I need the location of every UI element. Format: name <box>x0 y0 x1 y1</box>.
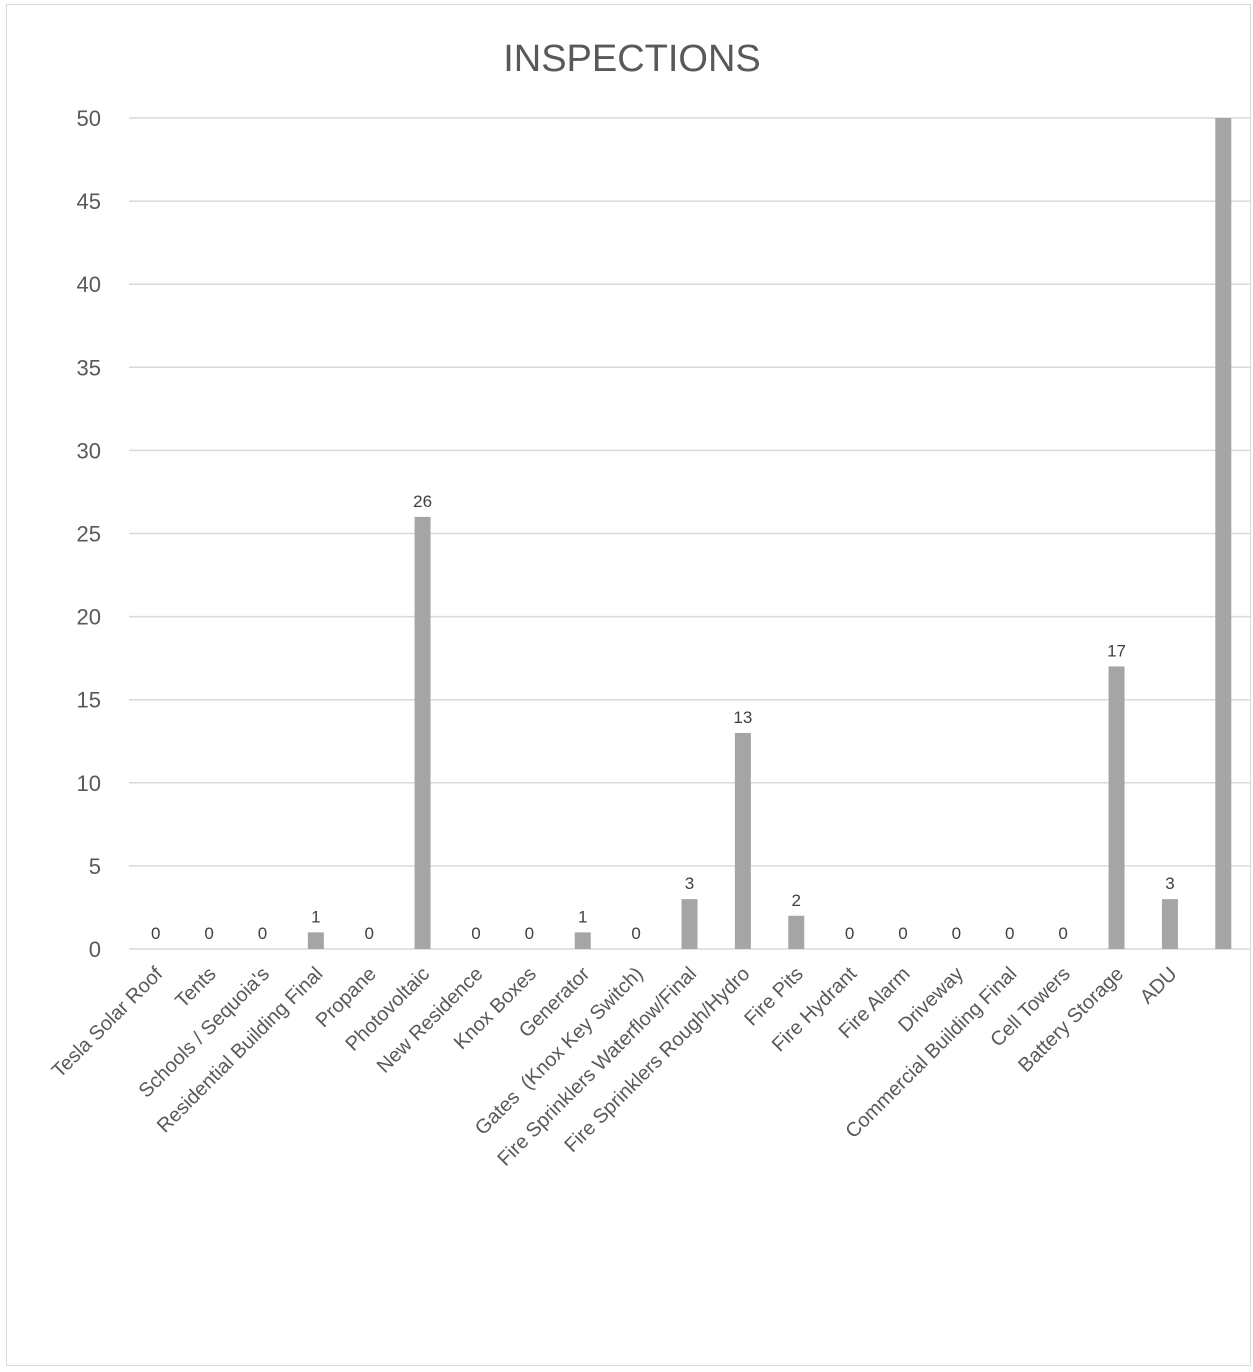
y-tick-label: 25 <box>77 522 101 547</box>
bar <box>734 732 751 949</box>
x-tick-label: ADU <box>1136 963 1181 1008</box>
bar <box>414 516 431 949</box>
y-tick-label: 45 <box>77 189 101 214</box>
y-tick-label: 35 <box>77 355 101 380</box>
chart-frame: INSPECTIONS 0 5 10 15 20 25 30 35 40 45 50 0 0 0 1 0 26… <box>6 4 1251 1366</box>
data-label: 2 <box>792 891 801 910</box>
y-tick-label: 10 <box>77 771 101 796</box>
data-label: 1 <box>311 907 320 926</box>
bar <box>788 915 805 949</box>
y-tick-label: 5 <box>89 854 101 879</box>
bar <box>1108 666 1125 949</box>
y-tick-label: 50 <box>77 106 101 131</box>
x-tick-label: Tents <box>171 963 220 1012</box>
data-label: 3 <box>1165 874 1174 893</box>
data-label: 26 <box>413 492 432 511</box>
y-tick-label: 0 <box>89 937 101 962</box>
data-label: 0 <box>898 924 907 943</box>
bar <box>681 899 698 949</box>
data-label: 0 <box>952 924 961 943</box>
bar <box>1161 899 1178 949</box>
data-label: 13 <box>733 708 752 727</box>
x-tick-label: Tesla Solar Roof <box>48 963 168 1083</box>
y-tick-label: 20 <box>77 605 101 630</box>
y-tick-label: 40 <box>77 272 101 297</box>
data-label: 0 <box>631 924 640 943</box>
data-label: 0 <box>204 924 213 943</box>
data-label: 0 <box>1005 924 1014 943</box>
y-tick-label: 30 <box>77 438 101 463</box>
data-label: 0 <box>258 924 267 943</box>
data-label: 0 <box>151 924 160 943</box>
data-label: 0 <box>364 924 373 943</box>
bar <box>574 932 591 949</box>
chart-title: INSPECTIONS <box>503 38 761 80</box>
bar <box>307 932 324 949</box>
y-tick-label: 15 <box>77 688 101 713</box>
data-label: 3 <box>685 874 694 893</box>
data-label: 0 <box>525 924 534 943</box>
data-label: 0 <box>845 924 854 943</box>
data-label: 0 <box>471 924 480 943</box>
data-label: 17 <box>1107 641 1126 660</box>
data-label: 1 <box>578 907 587 926</box>
bar <box>1215 118 1232 949</box>
data-label: 0 <box>1058 924 1067 943</box>
